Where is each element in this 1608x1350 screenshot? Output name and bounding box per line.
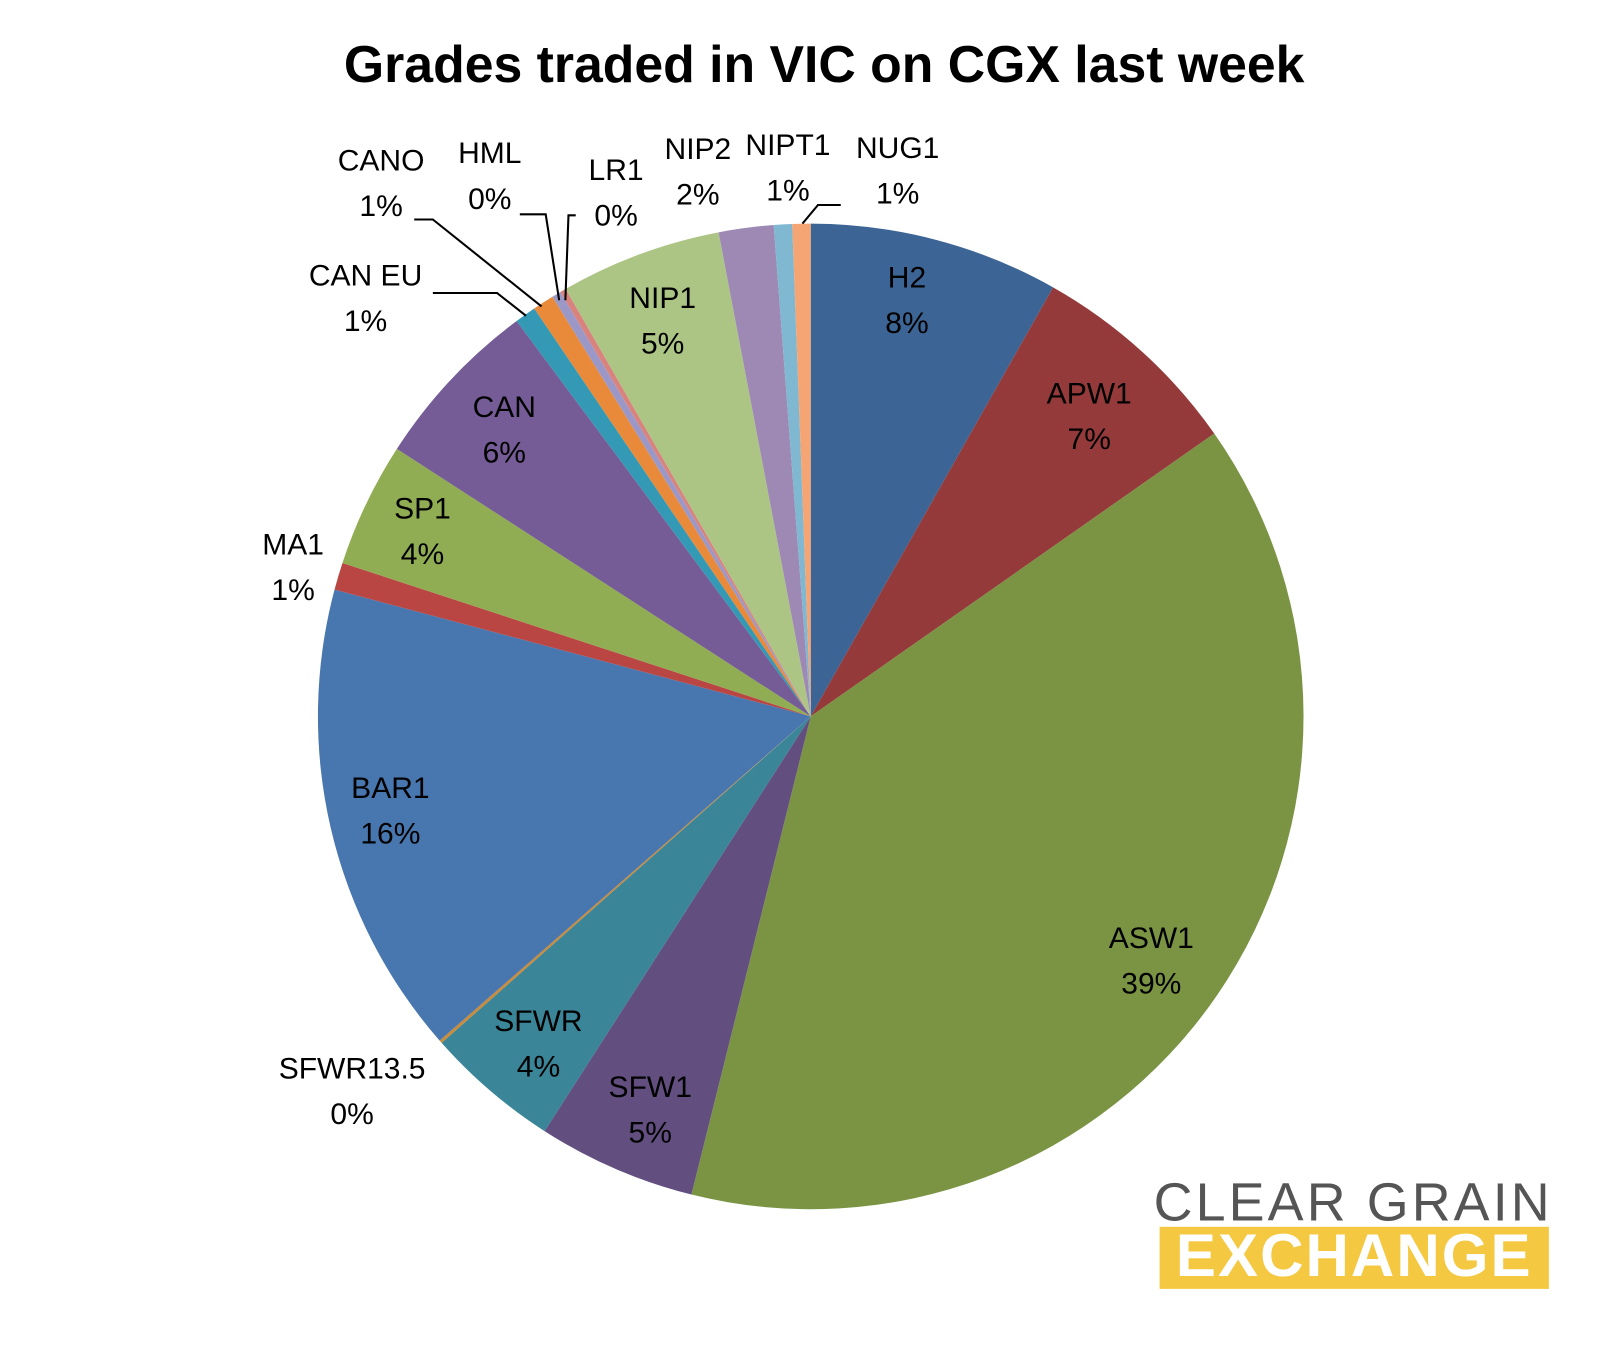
pie-slice (342, 448, 811, 717)
slice-value-label: 1% (359, 190, 402, 223)
slice-value-label: 0% (468, 183, 511, 216)
slice-label: NIP2 (665, 133, 732, 166)
pie-slice (534, 296, 811, 717)
slice-label: NUG1 (856, 132, 939, 165)
slice-value-label: 4% (401, 538, 444, 571)
pie-slice (792, 223, 811, 717)
pie-slice (516, 308, 811, 717)
slice-value-label: 0% (330, 1098, 373, 1131)
pie-slice (334, 562, 811, 717)
pie-slice (773, 223, 811, 717)
slice-label: H2 (888, 261, 926, 294)
slice-value-label: 5% (629, 1117, 672, 1150)
slice-label: CANO (338, 144, 425, 177)
slice-value-label: 1% (271, 574, 314, 607)
logo: CLEAR GRAIN EXCHANGE (1154, 1172, 1553, 1289)
logo-line2: EXCHANGE (1176, 1222, 1533, 1289)
slice-label: SFWR13.5 (279, 1052, 426, 1085)
slice-label: SFW1 (609, 1071, 692, 1104)
logo-band (1159, 1226, 1549, 1289)
logo-line1: CLEAR GRAIN (1154, 1172, 1553, 1232)
pie-slice (544, 716, 811, 1195)
pie-slice (560, 288, 811, 717)
slice-value-label: 39% (1121, 968, 1181, 1001)
slice-label: CAN EU (309, 259, 422, 292)
slice-value-label: 2% (676, 179, 719, 212)
chart-title: Grades traded in VIC on CGX last week (344, 35, 1305, 93)
pie-slice (439, 716, 811, 1043)
slice-label: LR1 (589, 154, 644, 187)
pie-slice (810, 287, 1215, 717)
pie (317, 223, 1304, 1210)
pie-slice (396, 321, 811, 717)
leader-line (519, 213, 561, 301)
slice-label: ASW1 (1109, 922, 1194, 955)
pie-slice (810, 223, 1054, 717)
slice-label: NIP1 (629, 282, 696, 315)
slice-value-label: 7% (1068, 423, 1111, 456)
pie-slice (718, 225, 811, 717)
slice-value-label: 4% (517, 1050, 560, 1083)
pie-slice (565, 232, 811, 717)
slice-label: SP1 (394, 492, 451, 525)
slice-value-label: 1% (344, 305, 387, 338)
leader-line (414, 218, 543, 308)
slice-value-label: 16% (360, 817, 420, 850)
pie-slice (317, 589, 811, 1041)
pie-slice (691, 433, 1304, 1210)
leader-line (564, 214, 576, 301)
slice-value-label: 0% (594, 199, 637, 232)
slice-label: BAR1 (351, 772, 429, 805)
slice-value-label: 8% (885, 307, 928, 340)
slice-value-label: 5% (641, 328, 684, 361)
pie-slice (441, 716, 811, 1132)
slice-value-label: 1% (876, 178, 919, 211)
slice-value-label: 6% (483, 436, 526, 469)
slice-label: CAN (473, 391, 536, 424)
leader-line (801, 203, 841, 225)
slice-label: HML (458, 137, 521, 170)
slice-label: MA1 (262, 529, 324, 562)
pie-slice (552, 291, 811, 717)
slice-label: SFWR (494, 1005, 582, 1038)
slice-label: APW1 (1047, 377, 1132, 410)
slice-label: NIPT1 (745, 129, 830, 162)
slice-value-label: 1% (766, 174, 809, 207)
leader-line (432, 291, 527, 317)
